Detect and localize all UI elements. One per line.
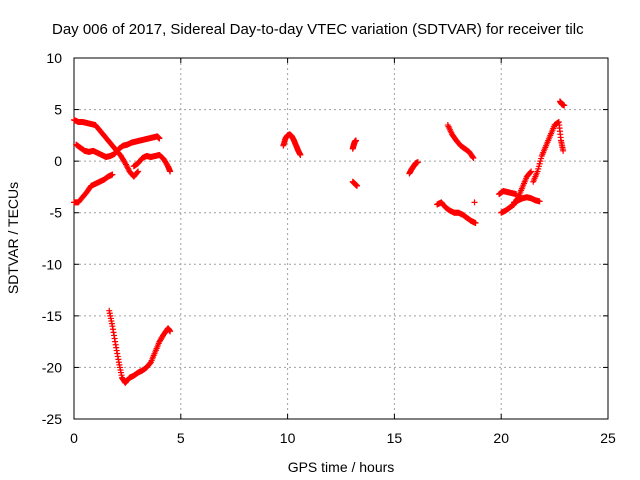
data-point [414, 159, 421, 166]
data-point [297, 151, 304, 158]
x-axis-label: GPS time / hours [288, 459, 395, 475]
data-point [352, 137, 359, 144]
y-tick-label: 0 [54, 153, 62, 169]
series-9 [444, 122, 477, 162]
data-point [167, 168, 174, 175]
series-10 [434, 199, 479, 227]
y-tick-label: -25 [42, 411, 62, 427]
y-axis-label: SDTVAR / TECUs [5, 182, 21, 294]
data-point [536, 198, 543, 205]
data-point [560, 147, 567, 154]
data-point [109, 171, 116, 178]
x-tick-label: 5 [177, 430, 185, 446]
data-point [156, 135, 163, 142]
series-3 [130, 151, 174, 175]
series-4 [106, 307, 174, 386]
x-tick-label: 10 [280, 430, 296, 446]
y-tick-label: -10 [42, 256, 62, 272]
data-point [470, 155, 477, 162]
data-point [561, 102, 568, 109]
series-1 [73, 133, 163, 161]
series-15 [530, 118, 567, 185]
data-point [472, 220, 479, 227]
x-tick-label: 0 [70, 430, 78, 446]
series-6 [349, 137, 359, 152]
plot-frame [73, 57, 609, 420]
series-11 [471, 199, 478, 206]
data-point [469, 154, 476, 161]
data-point [135, 168, 142, 175]
series-8 [406, 159, 421, 177]
grid-lines [74, 58, 608, 419]
axes: 0 5 10 15 20 25 -25 -20 -15 -10 -5 0 5 10 [42, 50, 616, 446]
series-5 [280, 131, 304, 158]
data-point [471, 199, 478, 206]
series-12 [496, 188, 520, 198]
chart-title: Day 006 of 2017, Sidereal Day-to-day VTE… [52, 21, 584, 38]
y-tick-label: 10 [46, 50, 62, 66]
x-tick-label: 15 [387, 430, 403, 446]
series-7 [349, 178, 361, 189]
data-point [134, 169, 141, 176]
data-point [167, 328, 174, 335]
y-tick-label: -20 [42, 359, 62, 375]
series-2 [71, 171, 116, 206]
series-14 [511, 194, 543, 206]
data-points [71, 98, 568, 386]
x-tick-label: 25 [600, 430, 616, 446]
y-tick-label: -5 [50, 205, 63, 221]
data-point [527, 169, 534, 176]
series-16 [556, 98, 568, 109]
y-tick-label: 5 [54, 102, 62, 118]
y-tick-label: -15 [42, 308, 62, 324]
data-point [354, 182, 361, 189]
x-tick-label: 20 [493, 430, 509, 446]
data-point [528, 168, 535, 175]
